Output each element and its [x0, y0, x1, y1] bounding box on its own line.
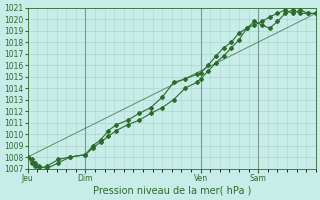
X-axis label: Pression niveau de la mer( hPa ): Pression niveau de la mer( hPa )	[92, 186, 251, 196]
